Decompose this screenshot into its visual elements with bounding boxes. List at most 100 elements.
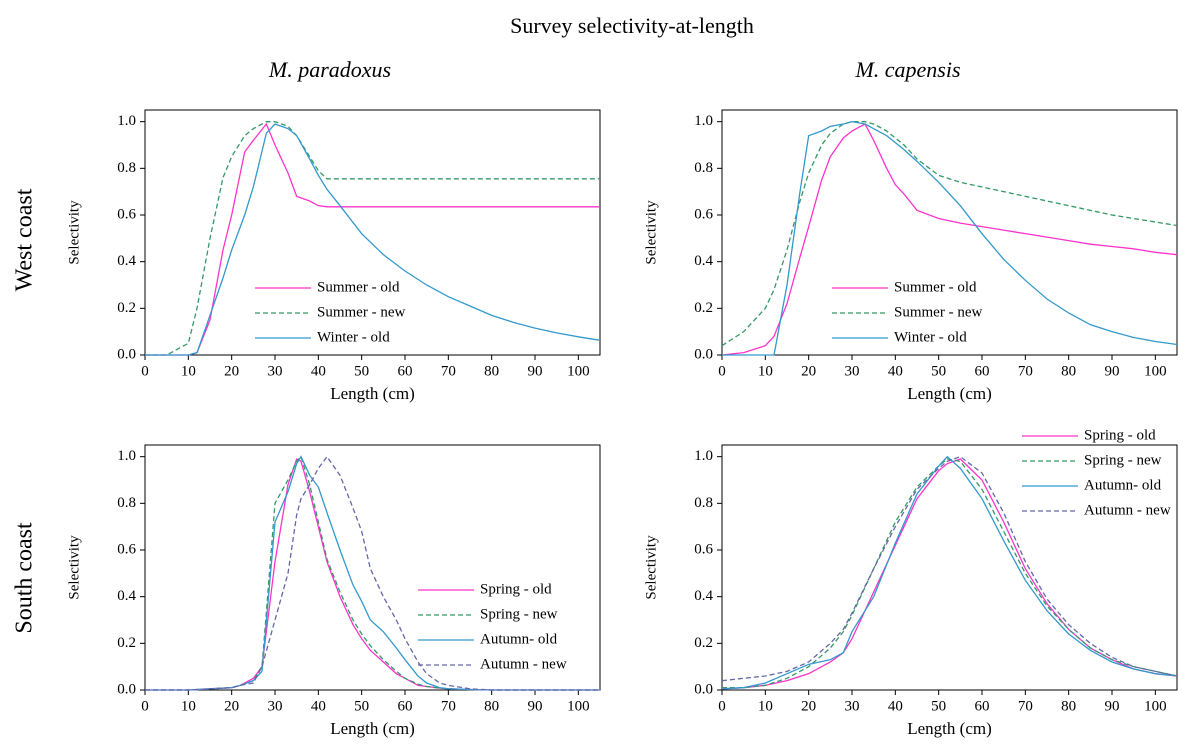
x-tick-label: 0 [718,698,726,714]
x-tick-label: 50 [354,363,369,379]
x-tick-label: 20 [224,363,239,379]
line [722,121,1178,356]
x-tick-label: 100 [1144,698,1167,714]
y-tick-label: 0.2 [117,635,136,651]
x-tick-label: 90 [528,363,543,379]
line [145,455,600,691]
y-tick-label: 0.6 [694,541,713,557]
y-tick-label: 0.0 [117,346,136,362]
x-tick-label: 0 [718,363,726,379]
y-tick-label: 0.4 [117,253,136,269]
line [721,455,1178,682]
figure-title: Survey selectivity-at-length [510,13,754,38]
y-tick-label: 0.4 [117,588,136,604]
line [145,455,600,691]
y-tick-label: 0.2 [694,635,713,651]
x-tick-label: 10 [181,363,196,379]
legend-label: Spring - new [480,606,558,622]
y-tick-label: 0.0 [117,681,136,697]
column-title: M. paradoxus [268,57,391,82]
x-tick-label: 60 [398,363,413,379]
y-tick-label: 0.6 [117,206,136,222]
x-tick-label: 80 [484,363,499,379]
x-axis-label: Length (cm) [907,719,992,738]
x-tick-label: 50 [931,698,946,714]
x-tick-label: 90 [1105,698,1120,714]
y-tick-label: 0.0 [694,681,713,697]
x-tick-label: 20 [224,698,239,714]
x-tick-label: 0 [141,363,149,379]
x-axis-label: Length (cm) [907,384,992,403]
plot-frame [721,109,1178,356]
legend-label: Spring - old [480,581,552,597]
x-tick-label: 40 [311,698,326,714]
x-tick-label: 0 [141,698,149,714]
legend-label: Spring - new [1084,452,1162,468]
x-tick-label: 60 [975,363,990,379]
y-tick-label: 0.6 [117,541,136,557]
x-tick-label: 20 [801,363,816,379]
y-tick-label: 0.6 [694,206,713,222]
line [721,455,1178,690]
x-tick-label: 90 [528,698,543,714]
y-axis-label: Selectivity [66,535,82,600]
x-tick-label: 100 [567,363,590,379]
legend-label: Summer - new [317,304,405,320]
x-tick-label: 80 [1061,698,1076,714]
y-tick-label: 1.0 [117,448,136,464]
line [721,123,1178,356]
y-tick-label: 0.0 [694,346,713,362]
x-tick-label: 100 [567,698,590,714]
x-tick-label: 30 [845,363,860,379]
column-title: M. capensis [854,57,960,82]
y-axis-label: Selectivity [643,200,659,265]
legend-label: Autumn - new [480,656,567,672]
line [721,458,1178,690]
x-tick-label: 30 [845,698,860,714]
x-tick-label: 40 [311,363,326,379]
line [145,122,600,356]
row-title: South coast [12,522,38,634]
plot-frame [144,444,601,691]
line [145,121,600,356]
y-tick-label: 0.4 [694,588,713,604]
legend-label: Autumn- old [480,631,558,647]
y-tick-label: 0.2 [117,300,136,316]
x-tick-label: 60 [975,698,990,714]
x-tick-label: 70 [1018,363,1033,379]
x-tick-label: 40 [888,698,903,714]
line [145,123,601,356]
legend-label: Winter - old [894,329,967,345]
plot-frame [144,109,601,356]
x-tick-label: 30 [268,698,283,714]
x-tick-label: 80 [484,698,499,714]
x-tick-label: 30 [268,363,283,379]
y-tick-label: 0.2 [694,300,713,316]
y-axis-label: Selectivity [66,200,82,265]
y-tick-label: 1.0 [117,113,136,129]
y-tick-label: 1.0 [694,113,713,129]
plot-frame [721,444,1178,691]
x-tick-label: 100 [1144,363,1167,379]
x-tick-label: 20 [801,698,816,714]
x-tick-label: 50 [354,698,369,714]
y-tick-label: 0.8 [694,495,713,511]
x-axis-label: Length (cm) [330,384,415,403]
x-tick-label: 50 [931,363,946,379]
legend-label: Spring - old [1084,427,1156,443]
x-tick-label: 90 [1105,363,1120,379]
x-tick-label: 70 [441,698,456,714]
y-tick-label: 0.8 [117,160,136,176]
legend-label: Summer - old [894,279,977,295]
x-axis-label: Length (cm) [330,719,415,738]
legend-label: Autumn- old [1084,477,1162,493]
legend-label: Winter - old [317,329,390,345]
legend-label: Autumn - new [1084,502,1171,518]
legend-label: Summer - new [894,304,982,320]
x-tick-label: 80 [1061,363,1076,379]
legend-label: Summer - old [317,279,400,295]
y-tick-label: 0.4 [694,253,713,269]
y-tick-label: 1.0 [694,448,713,464]
